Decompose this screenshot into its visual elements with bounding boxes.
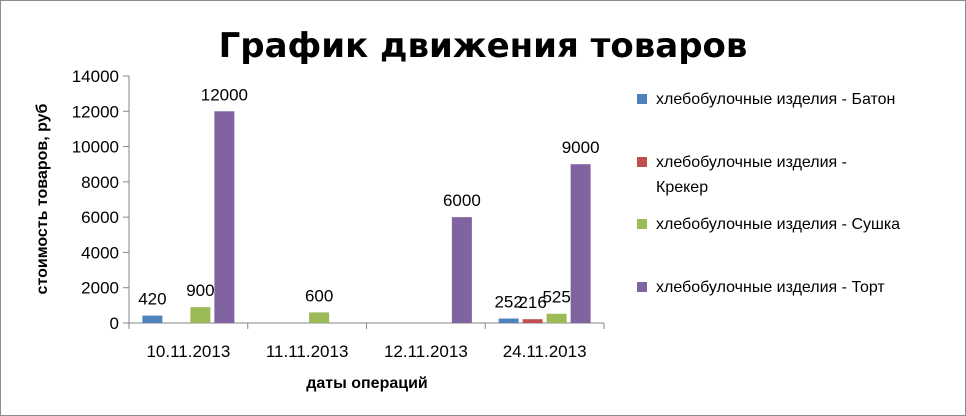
bar <box>570 164 591 323</box>
bar <box>546 313 567 323</box>
legend: хлебобулочные изделия - Батон хлебобулочн… <box>637 91 900 296</box>
bar <box>214 111 235 324</box>
legend-label: хлебобулочные изделия - Торт <box>656 279 885 296</box>
legend-swatch <box>637 157 647 167</box>
y-axis-title: стоимость товаров, руб <box>34 103 51 294</box>
bar <box>498 318 519 323</box>
y-tick-label: 2000 <box>81 279 119 298</box>
y-tick-label: 14000 <box>72 67 119 86</box>
legend-swatch <box>637 219 647 229</box>
x-tick-label: 24.11.2013 <box>503 342 587 361</box>
data-label: 525 <box>542 288 570 307</box>
y-tick-label: 6000 <box>81 208 119 227</box>
data-label: 216 <box>518 293 546 312</box>
data-label: 6000 <box>443 191 481 210</box>
legend-label: хлебобулочные изделия - Батон <box>656 91 895 108</box>
plot-area: 0 2000 4000 6000 8000 10000 12000 14000 10.11.20… <box>72 67 605 361</box>
legend-label: Крекер <box>656 179 708 196</box>
y-tick-label: 12000 <box>72 102 119 121</box>
bar <box>142 315 163 323</box>
bar <box>522 319 543 323</box>
bar <box>451 217 472 323</box>
y-tick-label: 0 <box>110 314 119 333</box>
legend-label: хлебобулочные изделия - <box>656 154 847 171</box>
data-label: 252 <box>494 293 522 312</box>
data-label: 12000 <box>201 85 248 104</box>
x-tick-label: 10.11.2013 <box>146 342 230 361</box>
chart-title: График движения товаров <box>219 26 748 66</box>
data-label: 600 <box>305 286 333 305</box>
legend-swatch <box>637 282 647 292</box>
y-tick-label: 10000 <box>72 138 119 157</box>
y-tick-label: 8000 <box>81 173 119 192</box>
y-tick-label: 4000 <box>81 243 119 262</box>
legend-label: хлебобулочные изделия - Сушка <box>656 216 900 233</box>
data-label: 900 <box>186 281 214 300</box>
data-label: 420 <box>138 290 166 309</box>
x-tick-label: 12.11.2013 <box>384 342 468 361</box>
x-axis-title: даты операций <box>306 375 428 392</box>
x-tick-label: 11.11.2013 <box>266 342 349 361</box>
data-label: 9000 <box>562 138 600 157</box>
legend-swatch <box>637 94 647 104</box>
bar <box>190 307 211 323</box>
bar <box>309 312 330 323</box>
